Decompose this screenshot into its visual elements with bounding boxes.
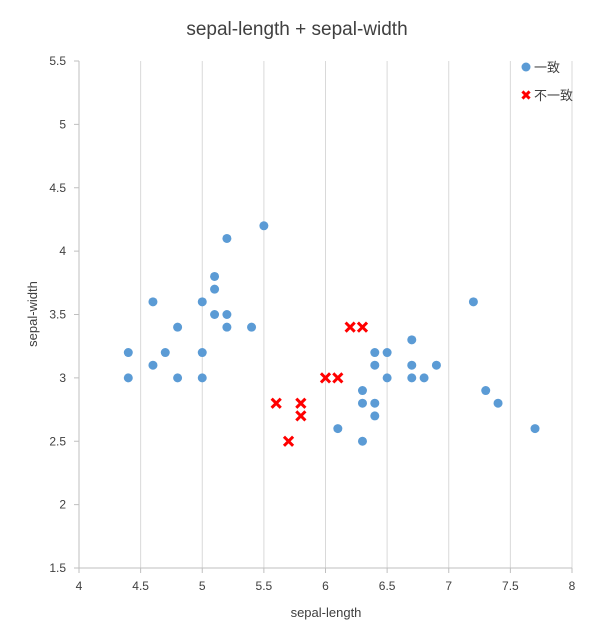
data-point-match (197, 348, 207, 358)
y-tick-label: 3 (59, 371, 66, 385)
data-point-match (370, 411, 380, 421)
legend-label: 不一致 (534, 88, 573, 103)
data-point-match (419, 373, 429, 383)
data-point-mismatch (295, 410, 307, 422)
data-points (123, 221, 540, 447)
x-tick-label: 7.5 (502, 579, 519, 593)
data-point-match (222, 233, 232, 243)
data-point-mismatch (319, 372, 332, 384)
y-tick-label: 4.5 (49, 181, 66, 195)
data-point-match (357, 386, 367, 396)
legend-entry: 一致 (521, 60, 560, 75)
axes (74, 60, 573, 573)
data-point-match (431, 360, 441, 370)
data-point-match (173, 322, 183, 332)
y-tick-label: 2 (59, 498, 66, 512)
data-point-match (123, 348, 133, 358)
legend-marker-circle (521, 62, 531, 72)
data-point-match (530, 424, 540, 434)
chart-title: sepal-length + sepal-width (186, 19, 407, 40)
x-tick-label: 6.5 (379, 579, 396, 593)
data-point-match (160, 348, 170, 358)
tick-labels: 1.5 2 2.5 3 3.5 4 4.5 5 5.5 4 4.5 5 5.5 6 6.5 7 7.5 8 (49, 54, 575, 593)
data-point-match (148, 360, 158, 370)
data-point-mismatch (282, 435, 295, 447)
data-point-match (210, 284, 220, 294)
x-tick-label: 5.5 (256, 579, 273, 593)
data-point-match (222, 310, 232, 319)
data-point-match (407, 373, 417, 383)
data-point-match (173, 373, 183, 383)
data-point-match (370, 398, 380, 408)
data-point-match (407, 360, 417, 370)
x-tick-label: 4 (76, 579, 83, 593)
y-tick-label: 4 (59, 244, 66, 258)
x-tick-label: 7 (445, 579, 452, 593)
data-point-match (382, 348, 392, 358)
data-point-mismatch (356, 321, 369, 333)
data-point-match (407, 335, 417, 345)
legend-marker-x (521, 90, 531, 100)
data-point-match (210, 271, 220, 281)
data-point-match (382, 373, 392, 383)
x-tick-label: 6 (322, 579, 329, 593)
x-tick-label: 5 (199, 579, 206, 593)
data-point-mismatch (344, 321, 356, 333)
data-point-match (481, 386, 491, 396)
data-point-match (357, 436, 367, 446)
y-tick-label: 5.5 (49, 54, 66, 68)
y-tick-label: 3.5 (49, 308, 66, 322)
data-point-mismatch (270, 397, 282, 409)
data-point-mismatch (332, 372, 344, 384)
y-tick-label: 2.5 (49, 434, 66, 448)
data-point-match (210, 310, 220, 319)
y-tick-label: 5 (59, 117, 66, 131)
legend-entry: 不一致 (521, 88, 573, 103)
data-point-match (247, 322, 257, 332)
data-point-match (370, 348, 380, 358)
data-point-match (493, 398, 503, 408)
x-tick-label: 4.5 (132, 579, 149, 593)
legend-label: 一致 (534, 60, 560, 75)
data-point-match (197, 297, 207, 307)
data-point-match (148, 297, 158, 307)
x-axis-label: sepal-length (291, 605, 362, 620)
x-tick-label: 8 (569, 579, 576, 593)
data-point-match (222, 322, 232, 332)
grid-lines (140, 61, 573, 568)
data-point-match (370, 360, 380, 370)
data-point-match (468, 297, 478, 307)
data-point-match (333, 424, 343, 434)
data-point-match (259, 221, 269, 231)
y-tick-label: 1.5 (49, 561, 66, 575)
data-point-mismatch (295, 397, 307, 409)
data-point-match (123, 373, 133, 383)
data-point-match (357, 398, 367, 408)
y-axis-label: sepal-width (25, 281, 40, 347)
data-point-match (197, 373, 207, 383)
